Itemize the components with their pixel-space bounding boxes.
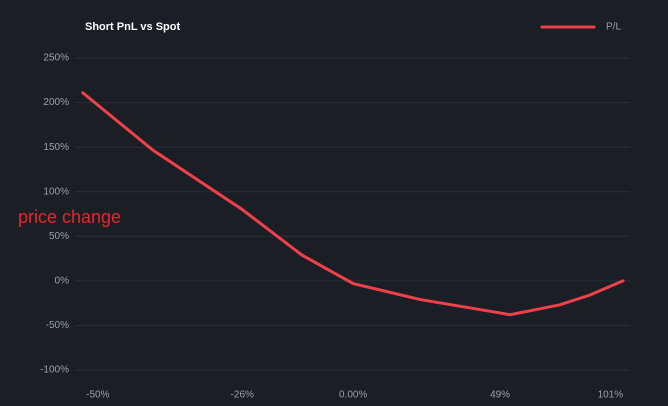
x-tick-label: 101%: [598, 390, 624, 401]
y-tick-label: 200%: [43, 97, 69, 108]
legend-label: P/L: [606, 22, 621, 33]
y-tick-label: 250%: [43, 53, 69, 64]
chart-title: Short PnL vs Spot: [85, 21, 180, 33]
x-tick-label: -26%: [231, 390, 254, 401]
line-series: [81, 91, 625, 317]
y-tick-label: 50%: [49, 231, 69, 242]
y-tick-label: 100%: [43, 186, 69, 197]
y-tick-label: -50%: [46, 320, 69, 331]
annotation: price change: [18, 207, 121, 227]
y-tick-label: 150%: [43, 142, 69, 153]
x-tick-label: -50%: [86, 390, 109, 401]
y-tick-label: 0%: [55, 275, 70, 286]
y-tick-label: -100%: [40, 365, 69, 376]
x-tick-label: 0.00%: [339, 390, 367, 401]
x-tick-label: 49%: [490, 390, 510, 401]
